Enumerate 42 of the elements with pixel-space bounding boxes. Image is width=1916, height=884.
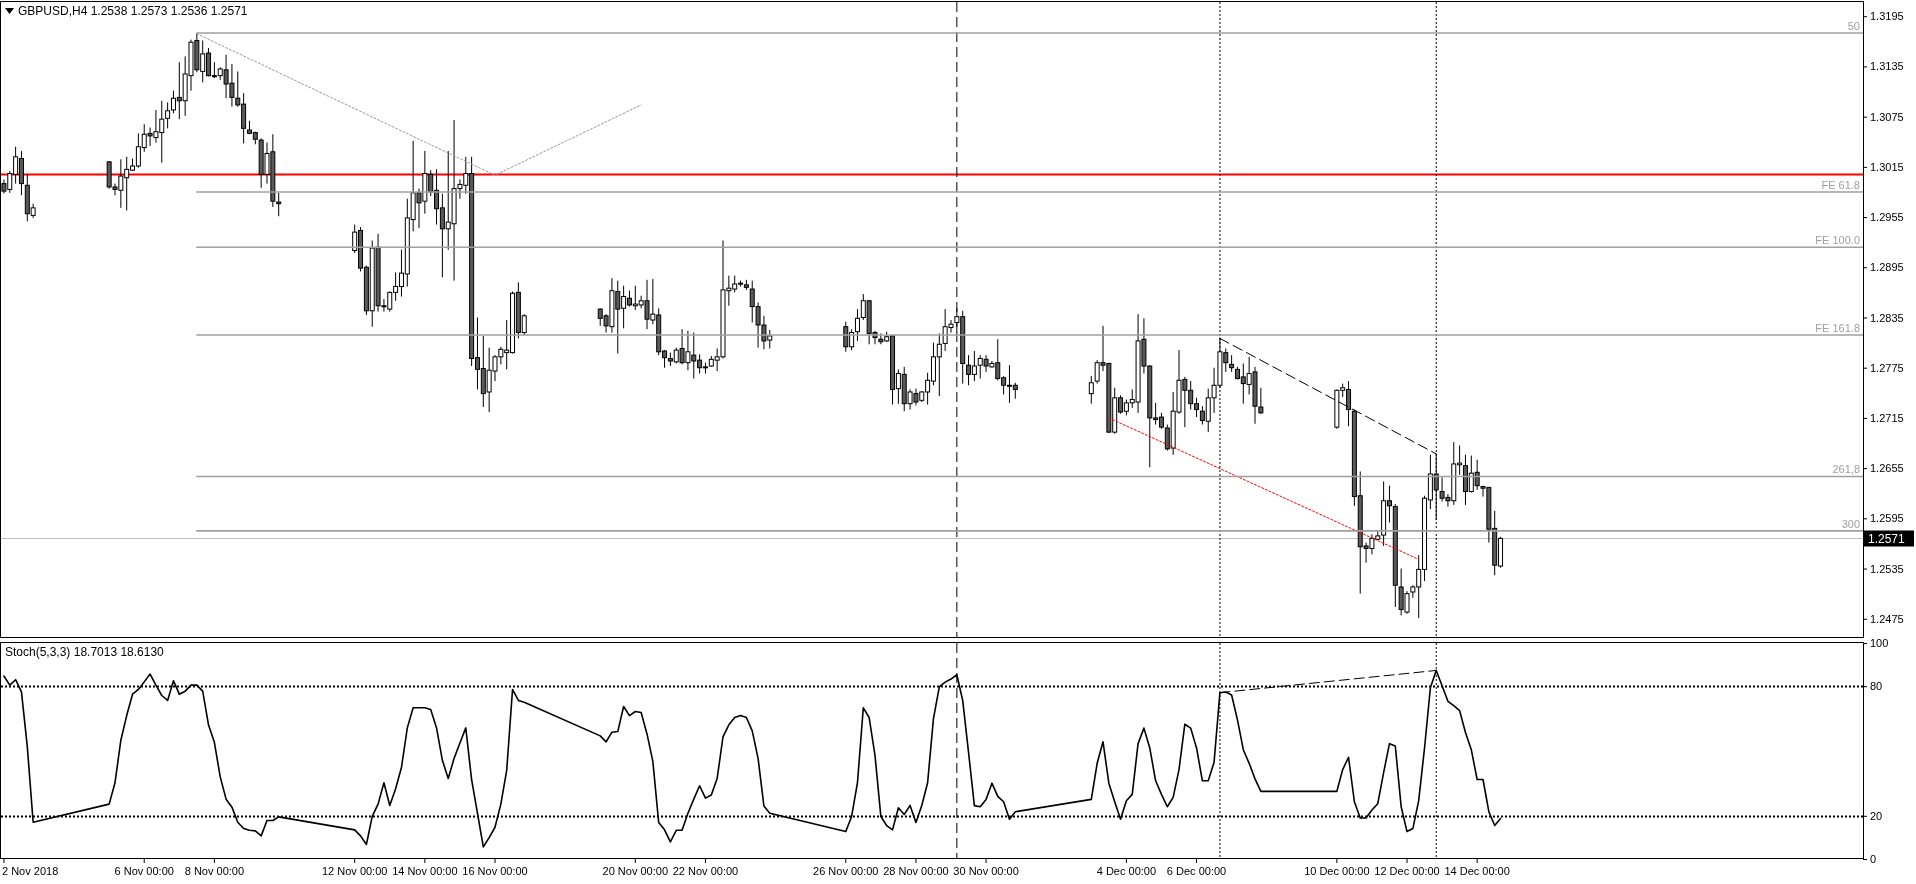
y-tick-label: 1.2955	[1870, 211, 1904, 224]
x-tick-label: 8 Nov 00:00	[184, 865, 245, 877]
x-tick-label: 20 Nov 00:00	[602, 865, 669, 877]
x-tick-label: 14 Nov 00:00	[392, 865, 458, 877]
ref-line-label: 1.2571	[1868, 531, 1906, 546]
chart-title: Stoch(5,3,3) 18.7013 18.6130	[5, 645, 165, 659]
x-tick-label: 6 Dec 00:00	[1166, 865, 1227, 877]
y-tick-label: 100	[1870, 637, 1889, 650]
y-tick-label: 1.2595	[1870, 512, 1904, 525]
y-tick-label: 1.2775	[1870, 361, 1904, 374]
y-tick-label: 1.2895	[1870, 261, 1904, 274]
y-tick-label: 1.2535	[1870, 562, 1904, 575]
y-tick-label: 1.3195	[1870, 10, 1904, 23]
x-tick-label: 6 Nov 00:00	[114, 865, 174, 877]
y-tick-label: 1.2475	[1870, 612, 1904, 625]
y-tick-label: 1.3015	[1870, 160, 1904, 173]
series-label: 261,8	[1832, 463, 1860, 476]
x-tick-label: 28 Nov 00:00	[883, 865, 949, 877]
chart-title: GBPUSD,H4 1.2538 1.2573 1.2536 1.2571	[18, 4, 248, 18]
x-tick-label: 10 Dec 00:00	[1304, 865, 1370, 877]
y-tick-label: 20	[1870, 809, 1883, 822]
x-tick-label: 4 Dec 00:00	[1096, 865, 1157, 877]
series-label: 300	[1841, 517, 1860, 530]
series-label: FE 100.0	[1815, 234, 1860, 247]
y-tick-label: 1.2715	[1870, 411, 1904, 424]
y-tick-label: 1.2835	[1870, 311, 1904, 324]
x-tick-label: 16 Nov 00:00	[462, 865, 528, 877]
y-tick-label: 1.3135	[1870, 60, 1904, 73]
series-label: FE 161.8	[1815, 322, 1860, 335]
x-tick-label: 2 Nov 2018	[2, 865, 59, 877]
x-tick-label: 12 Dec 00:00	[1374, 865, 1440, 877]
y-tick-label: 1.3075	[1870, 110, 1904, 123]
x-tick-label: 22 Nov 00:00	[672, 865, 739, 877]
x-tick-label: 14 Dec 00:00	[1444, 865, 1510, 877]
y-tick-label: 80	[1870, 680, 1883, 693]
y-tick-label: 1.2655	[1870, 462, 1904, 475]
x-tick-label: 12 Nov 00:00	[321, 865, 388, 877]
x-tick-label: 26 Nov 00:00	[813, 865, 879, 877]
series-label: FE 61.8	[1821, 178, 1860, 191]
x-tick-label: 30 Nov 00:00	[953, 865, 1019, 877]
y-tick-label: 0	[1870, 853, 1877, 866]
series-label: 50	[1847, 19, 1860, 32]
